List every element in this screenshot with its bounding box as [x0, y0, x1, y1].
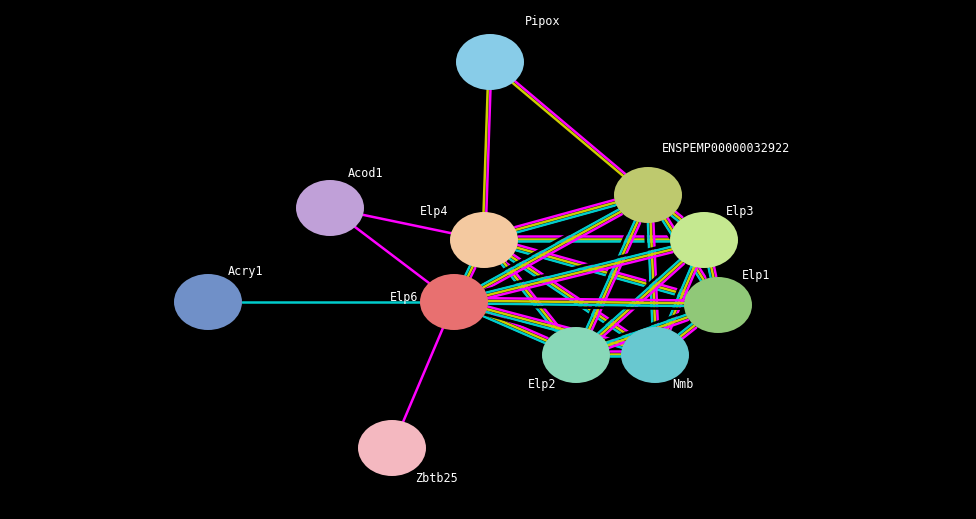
- Text: ENSPEMP00000032922: ENSPEMP00000032922: [662, 142, 791, 155]
- Ellipse shape: [456, 34, 524, 90]
- Ellipse shape: [670, 212, 738, 268]
- Ellipse shape: [614, 167, 682, 223]
- Ellipse shape: [358, 420, 426, 476]
- Text: Elp3: Elp3: [726, 205, 754, 218]
- Ellipse shape: [296, 180, 364, 236]
- Text: Elp6: Elp6: [389, 292, 418, 305]
- Text: Pipox: Pipox: [525, 15, 560, 28]
- Text: Elp1: Elp1: [742, 269, 770, 282]
- Ellipse shape: [174, 274, 242, 330]
- Text: Elp2: Elp2: [527, 378, 556, 391]
- Ellipse shape: [450, 212, 518, 268]
- Text: Zbtb25: Zbtb25: [415, 472, 458, 485]
- Text: Elp4: Elp4: [420, 205, 448, 218]
- Ellipse shape: [420, 274, 488, 330]
- Text: Acod1: Acod1: [348, 167, 384, 180]
- Ellipse shape: [542, 327, 610, 383]
- Ellipse shape: [621, 327, 689, 383]
- Text: Acry1: Acry1: [228, 265, 264, 278]
- Ellipse shape: [684, 277, 752, 333]
- Text: Nmb: Nmb: [672, 378, 693, 391]
